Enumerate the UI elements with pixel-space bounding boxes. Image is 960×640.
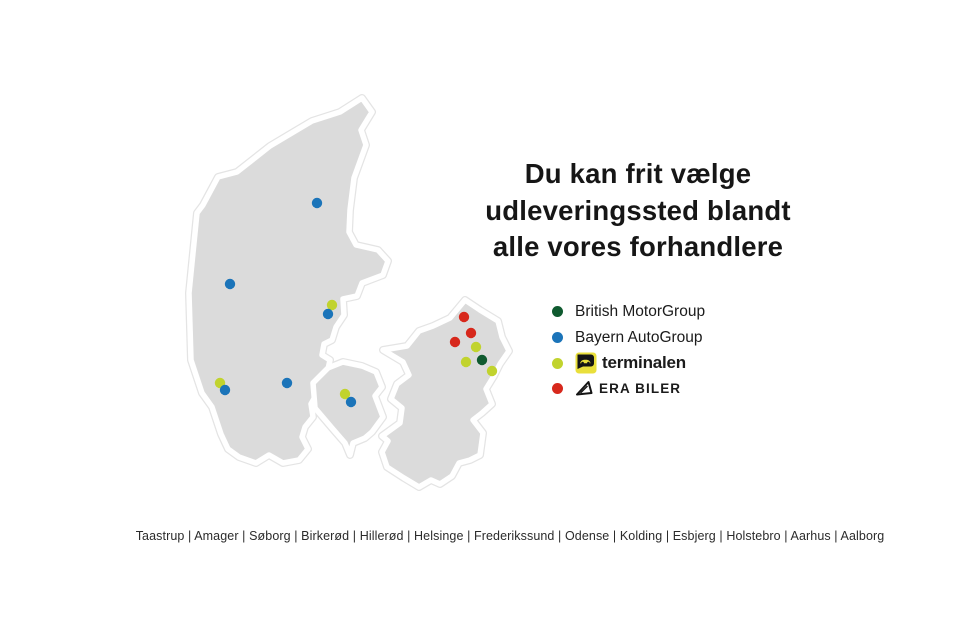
legend-label: Bayern AutoGroup [575,328,703,346]
dealer-dot [326,299,338,311]
dealer-dot [219,384,231,396]
zealand-landmass [379,297,512,490]
legend-item-terminalen: terminalen [552,350,705,376]
dealer-dot [311,197,323,209]
legend-label: terminalen [602,353,686,373]
dealer-dot [281,377,293,389]
terminalen-logo-icon [575,352,597,374]
legend-label: British MotorGroup [575,302,706,320]
green-dot-icon [552,306,563,318]
red-dot-icon [552,383,563,395]
headline-line-2: udleveringssted blandt [485,194,791,226]
legend-item-british-motorgroup: British MotorGroup [552,299,705,325]
legend-item-era-biler: ERA BILER [552,376,705,402]
dealer-dot [322,308,334,320]
dealer-dot [345,396,357,408]
dealer-location-dots [214,197,498,408]
era-biler-logo-icon [575,380,594,397]
jutland-landmass [186,95,391,466]
dealer-dot [460,356,472,368]
legend-label: ERA BILER [599,381,682,397]
city-list: Taastrup | Amager | Søborg | Birkerød | … [135,529,885,543]
headline-line-3: alle vores forhandlere [492,231,784,262]
dealer-dot [476,354,488,366]
blue-dot-icon [552,332,563,344]
lime-dot-icon [552,357,563,369]
legend-item-bayern-autogroup: Bayern AutoGroup [552,325,705,351]
dealer-dot [470,341,482,353]
dealer-dot [486,365,498,377]
dealer-dot [458,311,470,323]
dealer-dot [465,327,477,339]
headline: Du kan frit vælge udleveringssted blandt… [438,156,838,266]
dealer-legend: British MotorGroup Bayern AutoGroup term… [552,299,705,402]
funen-landmass [310,359,386,458]
dealer-dot [224,278,236,290]
dealer-dot [449,336,461,348]
headline-line-1: Du kan frit vælge [524,158,752,189]
dealer-dot [339,388,351,400]
